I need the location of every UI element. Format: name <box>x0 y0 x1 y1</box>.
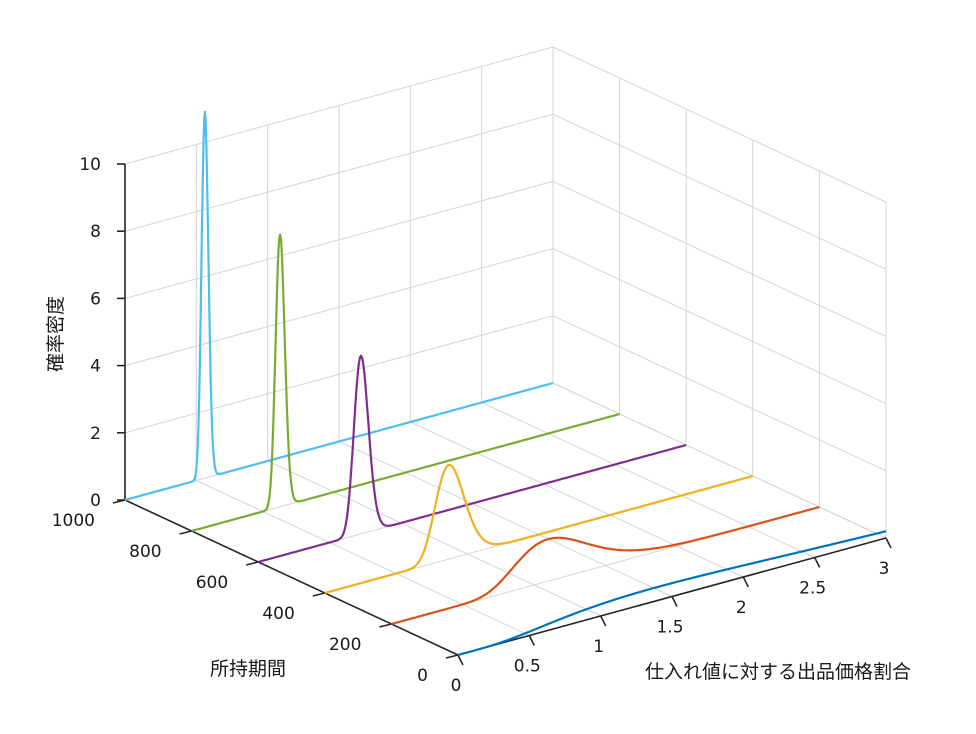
y-tick-label: 1000 <box>52 511 95 531</box>
series-lines <box>124 110 887 657</box>
x-axis-title: 仕入れ値に対する出品価格割合 <box>645 661 911 683</box>
z-axis-title: 確率密度 <box>45 296 67 372</box>
right-wall-grid-line <box>552 248 887 405</box>
series-line-600 <box>257 354 687 564</box>
back-wall-grid-line <box>124 180 554 299</box>
series-line-400 <box>324 463 754 595</box>
y-axis-line <box>124 499 459 656</box>
floor-grid-line <box>410 421 744 578</box>
x-tick <box>457 654 464 666</box>
x-tick-label: 0 <box>451 676 462 696</box>
x-tick <box>742 576 750 588</box>
right-wall-grid-line <box>552 113 887 270</box>
y-tick-label: 600 <box>196 573 228 593</box>
x-tick <box>599 615 607 627</box>
y-tick <box>445 654 459 659</box>
y-tick-label: 0 <box>417 666 428 686</box>
y-tick <box>246 561 259 566</box>
floor-grid-line <box>267 460 601 617</box>
back-wall-grid-line <box>124 248 554 367</box>
floor-grid-line <box>338 441 673 597</box>
x-tick <box>671 596 678 607</box>
right-wall-grid-line <box>552 382 887 539</box>
series-line-0 <box>457 530 887 657</box>
x-tick-label: 0.5 <box>514 657 541 677</box>
x-tick-label: 2 <box>736 598 747 618</box>
y-tick-label: 800 <box>129 542 161 562</box>
x-tick <box>528 635 536 646</box>
z-tick-label: 0 <box>90 491 101 511</box>
right-wall-grid-line <box>552 46 887 203</box>
back-wall-grid-line <box>124 113 554 232</box>
z-tick-label: 6 <box>90 289 101 309</box>
z-tick-label: 10 <box>79 155 101 175</box>
y-tick-label: 200 <box>329 635 361 655</box>
right-wall-grid-line <box>552 180 887 337</box>
y-axis-title: 所持期間 <box>210 658 286 680</box>
series-line-800 <box>191 233 620 533</box>
z-tick-label: 2 <box>90 424 101 444</box>
floor-grid-line <box>481 402 815 558</box>
floor-grid-line <box>196 480 530 636</box>
z-tick-label: 8 <box>90 222 101 242</box>
back-wall-grid-line <box>124 46 554 165</box>
series-line-200 <box>391 505 820 626</box>
y-tick <box>312 592 325 597</box>
y-tick <box>179 530 192 535</box>
x-tick-label: 2.5 <box>799 579 826 599</box>
series-line-1000 <box>124 110 554 502</box>
x-tick <box>813 557 821 568</box>
x-tick <box>885 537 892 549</box>
x-tick-label: 1 <box>593 637 604 657</box>
axes <box>112 163 892 666</box>
back-wall-grid-line <box>124 315 554 434</box>
x-tick-label: 1.5 <box>656 618 683 638</box>
right-wall-grid-line <box>552 315 887 472</box>
y-tick <box>379 623 392 628</box>
grid <box>124 46 887 656</box>
y-tick-label: 400 <box>262 604 294 624</box>
x-tick-label: 3 <box>879 559 890 579</box>
z-tick-label: 4 <box>90 357 101 377</box>
